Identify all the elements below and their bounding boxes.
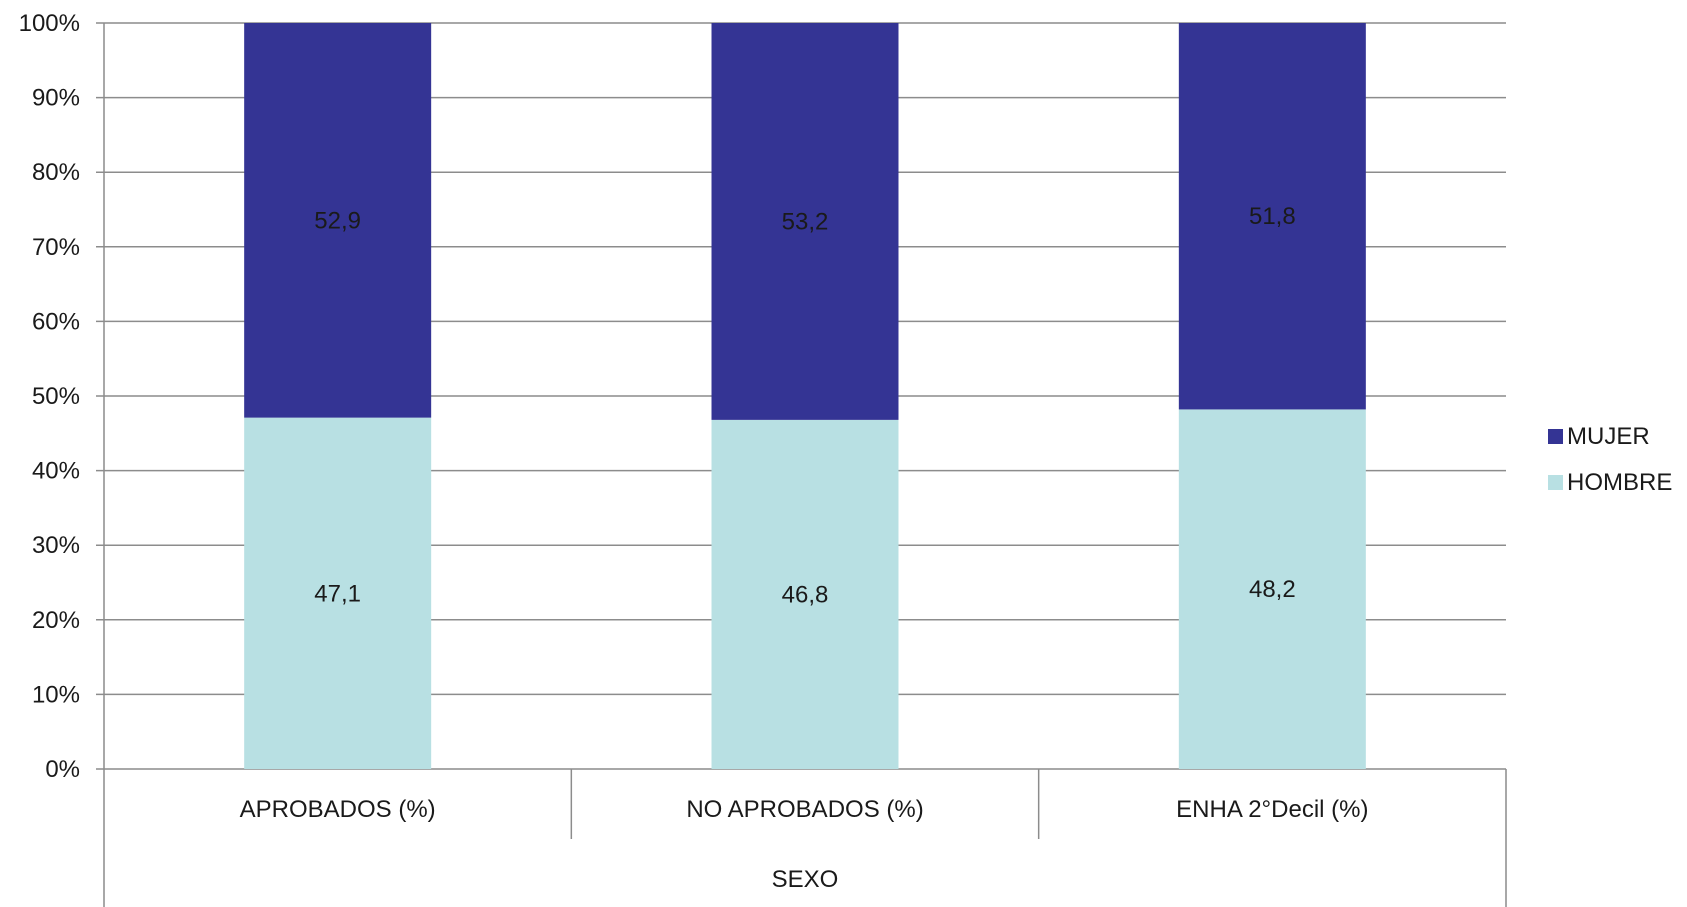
y-tick-label: 90% — [32, 85, 80, 112]
x-tick-label: APROBADOS (%) — [240, 796, 436, 823]
data-label-mujer: 51,8 — [1249, 203, 1296, 230]
legend-label-hombre: HOMBRE — [1567, 469, 1672, 496]
bar-mujer — [244, 23, 432, 418]
y-tick-label: 80% — [32, 159, 80, 186]
data-label-hombre: 47,1 — [314, 580, 361, 607]
data-labels: 47,1 52,9 46,8 53,2 48,2 51,8 — [314, 203, 1295, 608]
y-tick-label: 60% — [32, 308, 80, 335]
y-tick-label: 30% — [32, 532, 80, 559]
y-tick-label: 0% — [45, 756, 80, 783]
data-label-hombre: 46,8 — [782, 581, 829, 608]
bar-hombre — [244, 417, 432, 769]
x-tick-label: NO APROBADOS (%) — [686, 796, 923, 823]
y-tick-label: 20% — [32, 607, 80, 634]
bar-hombre — [1178, 409, 1366, 769]
legend: MUJER HOMBRE — [1548, 423, 1672, 496]
bars — [244, 23, 1366, 769]
legend-swatch-mujer — [1548, 429, 1563, 444]
data-label-hombre: 48,2 — [1249, 576, 1296, 603]
legend-swatch-hombre — [1548, 475, 1563, 490]
y-tick-label: 10% — [32, 681, 80, 708]
y-tick-label: 100% — [19, 10, 80, 37]
axes: 0% 10% 20% 30% 40% 50% 60% 70% 80% 90% 100% APROBAD… — [19, 10, 1507, 907]
data-label-mujer: 52,9 — [314, 207, 361, 234]
x-tick-label: ENHA 2°Decil (%) — [1176, 796, 1368, 823]
y-tick-label: 70% — [32, 234, 80, 261]
legend-label-mujer: MUJER — [1567, 423, 1650, 450]
bar-hombre — [711, 419, 899, 769]
data-label-mujer: 53,2 — [782, 208, 829, 235]
x-group-label: SEXO — [772, 866, 839, 893]
bar-mujer — [711, 23, 899, 420]
bar-mujer — [1178, 23, 1366, 410]
y-tick-label: 50% — [32, 383, 80, 410]
y-tick-label: 40% — [32, 458, 80, 485]
